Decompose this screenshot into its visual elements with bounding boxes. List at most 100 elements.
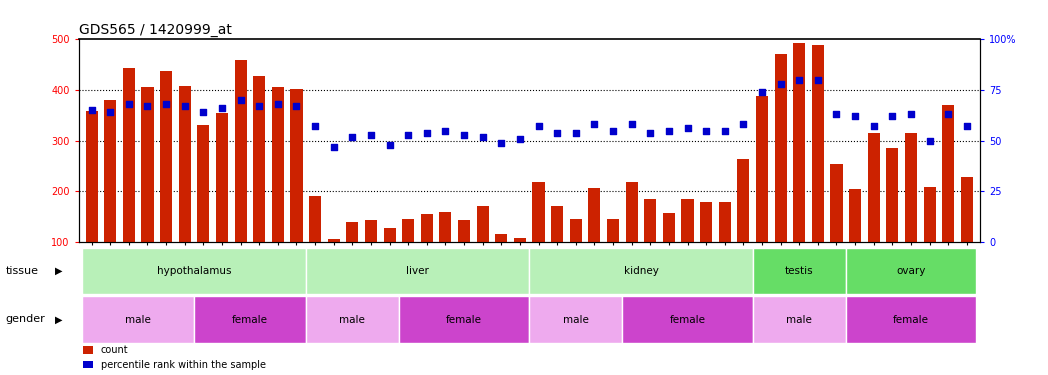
Bar bbox=[123, 68, 135, 242]
Bar bbox=[194, 296, 306, 343]
Point bbox=[269, 101, 286, 107]
Bar bbox=[529, 296, 623, 343]
Bar bbox=[439, 211, 452, 242]
Bar bbox=[179, 86, 191, 242]
Text: ▶: ▶ bbox=[54, 266, 62, 276]
Bar bbox=[570, 219, 582, 242]
Point bbox=[679, 126, 696, 132]
Bar bbox=[306, 248, 529, 294]
Point bbox=[772, 81, 789, 87]
Bar bbox=[254, 76, 265, 242]
Point bbox=[363, 132, 379, 138]
Bar bbox=[399, 296, 529, 343]
Bar bbox=[681, 199, 694, 242]
Point bbox=[847, 113, 864, 119]
Point bbox=[660, 128, 677, 134]
Bar bbox=[904, 133, 917, 242]
Bar bbox=[271, 87, 284, 242]
Point bbox=[641, 129, 658, 135]
Text: liver: liver bbox=[406, 266, 429, 276]
Text: tissue: tissue bbox=[5, 266, 38, 276]
Bar bbox=[532, 182, 545, 242]
Point bbox=[791, 77, 808, 83]
Point bbox=[307, 123, 324, 129]
Point bbox=[288, 103, 305, 109]
Bar bbox=[846, 248, 976, 294]
Bar bbox=[849, 189, 861, 242]
Bar bbox=[623, 296, 752, 343]
Point bbox=[959, 123, 976, 129]
Bar bbox=[290, 89, 303, 242]
Point bbox=[176, 103, 193, 109]
Point bbox=[214, 105, 231, 111]
Bar bbox=[420, 214, 433, 242]
Legend: count, percentile rank within the sample: count, percentile rank within the sample bbox=[84, 345, 266, 370]
Point bbox=[121, 101, 137, 107]
Bar bbox=[384, 228, 396, 242]
Text: female: female bbox=[893, 315, 929, 325]
Point bbox=[400, 132, 417, 138]
Point bbox=[809, 77, 826, 83]
Bar bbox=[551, 206, 563, 242]
Bar bbox=[756, 96, 768, 242]
Bar bbox=[328, 239, 340, 242]
Point bbox=[250, 103, 267, 109]
Point bbox=[381, 142, 398, 148]
Text: gender: gender bbox=[5, 315, 45, 324]
Bar bbox=[529, 248, 752, 294]
Bar bbox=[83, 296, 194, 343]
Point bbox=[83, 107, 100, 113]
Text: kidney: kidney bbox=[624, 266, 658, 276]
Text: male: male bbox=[563, 315, 589, 325]
Bar bbox=[306, 296, 399, 343]
Bar bbox=[830, 164, 843, 242]
Text: female: female bbox=[446, 315, 482, 325]
Point bbox=[493, 140, 509, 146]
Bar bbox=[719, 202, 730, 242]
Text: male: male bbox=[786, 315, 812, 325]
Text: male: male bbox=[340, 315, 366, 325]
Text: ▶: ▶ bbox=[54, 315, 62, 324]
Point bbox=[195, 109, 212, 115]
Bar bbox=[812, 45, 824, 242]
Bar bbox=[645, 199, 656, 242]
Point bbox=[586, 122, 603, 128]
Bar bbox=[961, 177, 973, 242]
Point bbox=[717, 128, 734, 134]
Point bbox=[866, 123, 882, 129]
Text: female: female bbox=[232, 315, 268, 325]
Text: female: female bbox=[670, 315, 705, 325]
Point bbox=[883, 113, 900, 119]
Text: ovary: ovary bbox=[896, 266, 925, 276]
Point bbox=[530, 123, 547, 129]
Bar bbox=[700, 202, 713, 242]
Point bbox=[233, 97, 249, 103]
Point bbox=[605, 128, 621, 134]
Point bbox=[624, 122, 640, 128]
Point bbox=[158, 101, 175, 107]
Bar bbox=[942, 105, 955, 242]
Point bbox=[325, 144, 342, 150]
Bar bbox=[83, 248, 306, 294]
Bar bbox=[752, 296, 846, 343]
Bar bbox=[752, 248, 846, 294]
Bar bbox=[496, 234, 507, 242]
Bar bbox=[86, 111, 97, 242]
Point bbox=[549, 129, 566, 135]
Bar bbox=[477, 206, 488, 242]
Point bbox=[828, 111, 845, 117]
Bar bbox=[738, 159, 749, 242]
Bar bbox=[923, 187, 936, 242]
Point bbox=[475, 134, 492, 140]
Bar bbox=[365, 220, 377, 242]
Point bbox=[344, 134, 361, 140]
Point bbox=[921, 138, 938, 144]
Bar bbox=[346, 222, 358, 242]
Bar bbox=[216, 113, 228, 242]
Bar bbox=[662, 213, 675, 242]
Point bbox=[735, 122, 751, 128]
Point bbox=[902, 111, 919, 117]
Bar bbox=[868, 133, 879, 242]
Point bbox=[456, 132, 473, 138]
Point bbox=[139, 103, 156, 109]
